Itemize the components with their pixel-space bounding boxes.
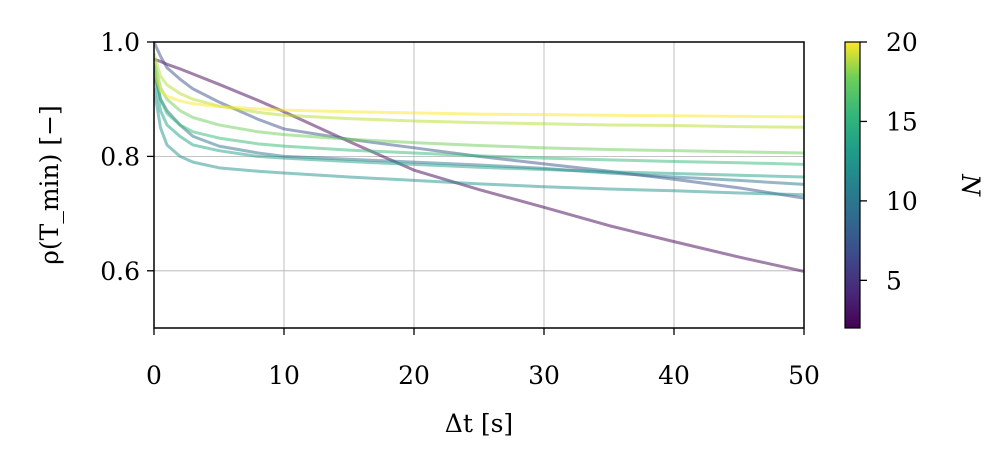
y-tick-label: 0.8	[100, 142, 140, 171]
series-line-N7	[154, 87, 804, 197]
x-tick-label: 40	[658, 361, 690, 390]
series-line-N16	[154, 53, 804, 129]
y-tick-label: 0.6	[100, 257, 140, 286]
x-tick-label: 20	[398, 361, 430, 390]
series-line-N20	[154, 70, 804, 119]
x-tick-label: 50	[788, 361, 820, 390]
colorbar-tick-label: 10	[886, 187, 918, 216]
x-tick-label: 10	[268, 361, 300, 390]
y-tick-label: 1.0	[100, 28, 140, 57]
series-line-N13	[154, 58, 804, 155]
series-line-N11	[154, 64, 804, 166]
colorbar	[844, 41, 861, 329]
y-axis-ticks: 0.6 0.8 1.0	[100, 28, 154, 286]
x-tick-label: 30	[528, 361, 560, 390]
y-axis-label: ρ(T_min) [−]	[35, 105, 64, 265]
series-layer	[154, 42, 804, 273]
colorbar-label: N	[956, 173, 985, 197]
colorbar-ticks: 5 10 15 20	[860, 28, 918, 295]
colorbar-tick-label: 15	[886, 107, 918, 136]
colorbar-tick-label: 20	[886, 28, 918, 57]
plot-frame	[153, 41, 805, 329]
series-line-N9	[154, 70, 804, 179]
x-axis-label: Δt [s]	[445, 409, 513, 438]
series-line-N2	[154, 57, 804, 273]
x-tick-label: 0	[146, 361, 162, 390]
colorbar-tick-label: 5	[886, 266, 902, 295]
x-axis-ticks: 0 10 20 30 40 50	[146, 328, 820, 390]
